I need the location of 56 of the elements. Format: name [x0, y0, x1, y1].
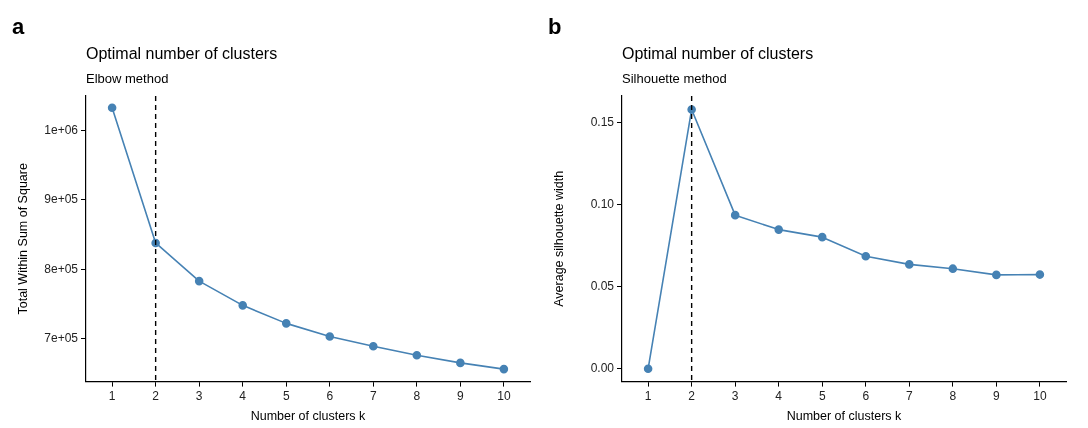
point — [281, 319, 291, 328]
x-tick-label: 5 — [282, 389, 290, 404]
point — [499, 364, 509, 374]
x-axis-title: Number of clusters k — [250, 408, 367, 423]
y-tick-label: 0.10 — [590, 196, 615, 211]
y-axis-title: Average silhouette width — [551, 170, 566, 307]
point — [730, 210, 740, 220]
y-axis-title: Total Within Sum of Square — [15, 163, 30, 315]
point — [107, 103, 117, 113]
x-tick-label: 4 — [239, 389, 247, 404]
x-tick-label: 9 — [457, 389, 465, 404]
chart-subtitle: Elbow method — [86, 71, 169, 86]
point — [643, 364, 653, 374]
chart-title: Optimal number of clusters — [86, 45, 278, 62]
x-tick-label: 9 — [993, 389, 1001, 404]
y-tick-label: 8e+05 — [44, 261, 79, 276]
x-tick-label: 6 — [862, 389, 870, 404]
y-tick-label: 1e+06 — [44, 122, 79, 137]
x-tick-label: 2 — [152, 389, 160, 404]
x-tick-label: 7 — [905, 389, 913, 404]
point — [817, 232, 827, 242]
point — [412, 350, 422, 360]
point — [904, 260, 914, 269]
point — [1035, 270, 1045, 279]
x-tick-label: 2 — [688, 389, 696, 404]
x-tick-label: 8 — [949, 389, 957, 404]
point — [948, 264, 958, 273]
point — [368, 341, 378, 351]
y-tick-label: 0.05 — [590, 279, 615, 294]
x-tick-label: 7 — [369, 389, 377, 404]
x-tick-label: 1 — [644, 389, 652, 404]
y-tick-label: 0.15 — [590, 114, 615, 129]
chart-title: Optimal number of clusters — [622, 45, 814, 62]
y-tick-label: 9e+05 — [44, 192, 79, 207]
x-tick-label: 5 — [818, 389, 826, 404]
point — [861, 251, 871, 261]
y-tick-label: 7e+05 — [44, 330, 79, 345]
point — [456, 358, 465, 368]
x-tick-label: 8 — [413, 389, 421, 404]
chart-subtitle: Silhouette method — [622, 71, 727, 86]
point — [774, 225, 784, 234]
point — [238, 301, 248, 310]
x-tick-label: 6 — [326, 389, 334, 404]
x-tick-label: 4 — [775, 389, 783, 404]
x-axis-title: Number of clusters k — [786, 408, 903, 423]
y-tick-label: 0.00 — [590, 361, 615, 376]
text: a — [12, 14, 25, 39]
text: b — [548, 14, 562, 39]
point — [194, 276, 204, 286]
point — [992, 270, 1001, 280]
point — [325, 332, 335, 341]
x-tick-label: 3 — [195, 389, 203, 404]
x-tick-label: 1 — [108, 389, 116, 404]
x-tick-label: 3 — [731, 389, 739, 404]
x-tick-label: 10 — [497, 389, 511, 404]
x-tick-label: 10 — [1033, 389, 1047, 404]
